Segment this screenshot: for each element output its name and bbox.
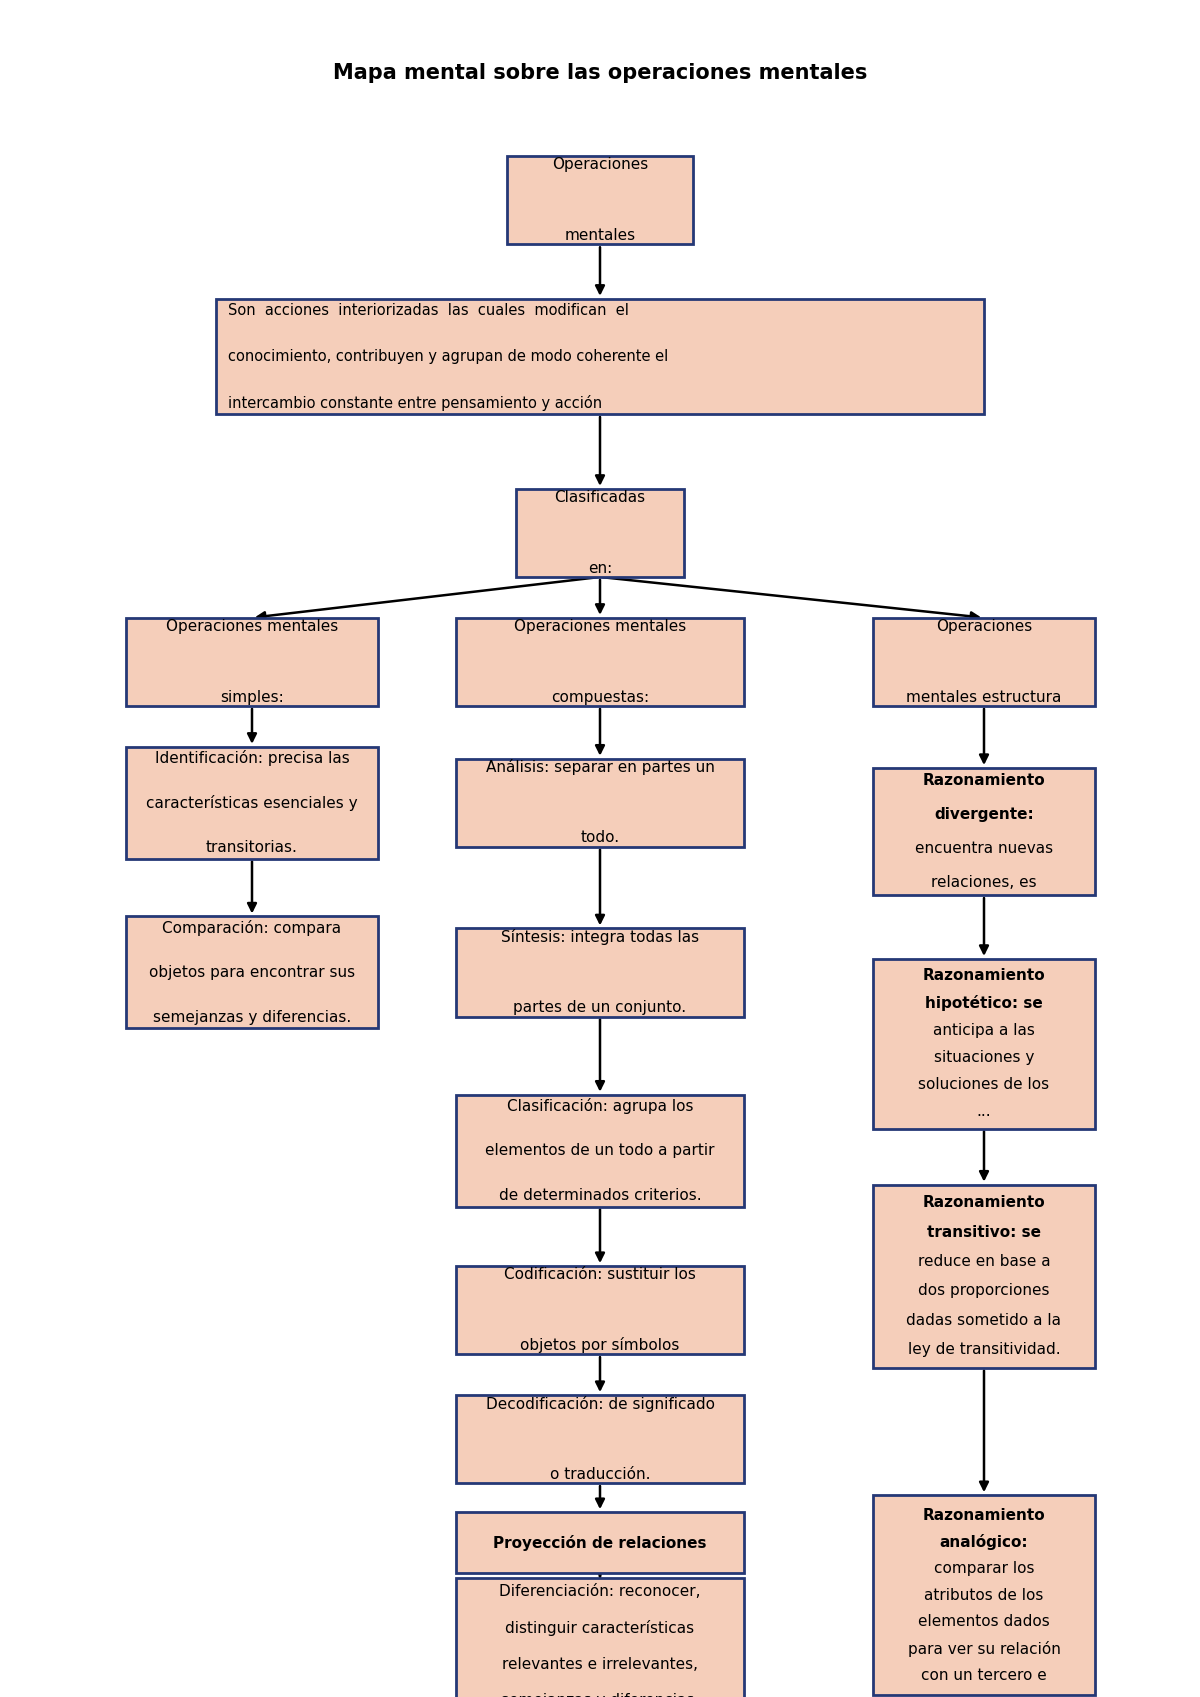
- Text: de determinados criterios.: de determinados criterios.: [499, 1188, 701, 1203]
- FancyBboxPatch shape: [872, 618, 1094, 706]
- FancyBboxPatch shape: [126, 618, 378, 706]
- Text: objetos para encontrar sus: objetos para encontrar sus: [149, 966, 355, 979]
- Text: compuestas:: compuestas:: [551, 689, 649, 704]
- FancyBboxPatch shape: [456, 1266, 744, 1354]
- Text: semejanzas y diferencias.: semejanzas y diferencias.: [500, 1694, 700, 1697]
- Text: Decodificación: de significado: Decodificación: de significado: [486, 1395, 714, 1412]
- Text: ley de transitividad.: ley de transitividad.: [907, 1342, 1061, 1358]
- FancyBboxPatch shape: [872, 767, 1094, 896]
- Text: Operaciones: Operaciones: [936, 619, 1032, 635]
- Text: transitivo: se: transitivo: se: [926, 1225, 1042, 1239]
- Text: elementos de un todo a partir: elementos de un todo a partir: [485, 1144, 715, 1157]
- Text: para ver su relación: para ver su relación: [907, 1641, 1061, 1656]
- FancyBboxPatch shape: [516, 489, 684, 577]
- Text: características esenciales y: características esenciales y: [146, 794, 358, 811]
- Text: Razonamiento: Razonamiento: [923, 774, 1045, 787]
- Text: anticipa a las: anticipa a las: [934, 1023, 1034, 1037]
- Text: encuentra nuevas: encuentra nuevas: [914, 842, 1054, 855]
- FancyBboxPatch shape: [456, 1095, 744, 1207]
- Text: o traducción.: o traducción.: [550, 1466, 650, 1481]
- Text: Clasificadas: Clasificadas: [554, 490, 646, 506]
- Text: situaciones y: situaciones y: [934, 1050, 1034, 1064]
- Text: reduce en base a: reduce en base a: [918, 1254, 1050, 1269]
- Text: mentales estructura: mentales estructura: [906, 689, 1062, 704]
- Text: atributos de los: atributos de los: [924, 1588, 1044, 1602]
- Text: objetos por símbolos: objetos por símbolos: [521, 1337, 679, 1354]
- FancyBboxPatch shape: [872, 1185, 1094, 1368]
- FancyBboxPatch shape: [456, 759, 744, 847]
- FancyBboxPatch shape: [216, 299, 984, 414]
- Text: Operaciones mentales: Operaciones mentales: [514, 619, 686, 635]
- Text: Razonamiento: Razonamiento: [923, 969, 1045, 983]
- FancyBboxPatch shape: [126, 916, 378, 1028]
- Text: Codificación: sustituir los: Codificación: sustituir los: [504, 1268, 696, 1283]
- Text: todo.: todo.: [581, 830, 619, 845]
- Text: intercambio constante entre pensamiento y acción: intercambio constante entre pensamiento …: [228, 394, 602, 411]
- Text: divergente:: divergente:: [934, 808, 1034, 821]
- Text: relevantes e irrelevantes,: relevantes e irrelevantes,: [502, 1656, 698, 1672]
- Text: soluciones de los: soluciones de los: [918, 1078, 1050, 1091]
- Text: dos proporciones: dos proporciones: [918, 1283, 1050, 1298]
- Text: dadas sometido a la: dadas sometido a la: [906, 1313, 1062, 1327]
- FancyBboxPatch shape: [456, 618, 744, 706]
- Text: Operaciones: Operaciones: [552, 158, 648, 173]
- Text: Mapa mental sobre las operaciones mentales: Mapa mental sobre las operaciones mental…: [332, 63, 868, 83]
- Text: partes de un conjunto.: partes de un conjunto.: [514, 1000, 686, 1015]
- Text: hipotético: se: hipotético: se: [925, 994, 1043, 1011]
- Text: ...: ...: [977, 1105, 991, 1118]
- Text: Síntesis: integra todas las: Síntesis: integra todas las: [500, 928, 700, 945]
- Text: Clasificación: agrupa los: Clasificación: agrupa los: [506, 1098, 694, 1113]
- Text: mentales: mentales: [564, 227, 636, 243]
- Text: comparar los: comparar los: [934, 1561, 1034, 1577]
- FancyBboxPatch shape: [508, 156, 694, 244]
- Text: relaciones, es: relaciones, es: [931, 876, 1037, 889]
- Text: Son  acciones  interiorizadas  las  cuales  modifican  el: Son acciones interiorizadas las cuales m…: [228, 302, 629, 317]
- Text: Razonamiento: Razonamiento: [923, 1507, 1045, 1522]
- Text: Comparación: compara: Comparación: compara: [162, 920, 342, 935]
- Text: Razonamiento: Razonamiento: [923, 1195, 1045, 1210]
- Text: Proyección de relaciones: Proyección de relaciones: [493, 1534, 707, 1551]
- Text: elementos dados: elementos dados: [918, 1614, 1050, 1629]
- Text: con un tercero e: con un tercero e: [922, 1668, 1046, 1683]
- Text: Operaciones mentales: Operaciones mentales: [166, 619, 338, 635]
- FancyBboxPatch shape: [456, 1578, 744, 1697]
- FancyBboxPatch shape: [872, 1495, 1094, 1695]
- Text: Identificación: precisa las: Identificación: precisa las: [155, 750, 349, 765]
- Text: simples:: simples:: [220, 689, 284, 704]
- Text: conocimiento, contribuyen y agrupan de modo coherente el: conocimiento, contribuyen y agrupan de m…: [228, 350, 668, 363]
- FancyBboxPatch shape: [872, 959, 1094, 1129]
- FancyBboxPatch shape: [126, 747, 378, 859]
- Text: Análisis: separar en partes un: Análisis: separar en partes un: [486, 759, 714, 776]
- Text: transitorias.: transitorias.: [206, 840, 298, 855]
- Text: Diferenciación: reconocer,: Diferenciación: reconocer,: [499, 1585, 701, 1599]
- Text: analógico:: analógico:: [940, 1534, 1028, 1549]
- Text: distinguir características: distinguir características: [505, 1621, 695, 1636]
- Text: en:: en:: [588, 560, 612, 575]
- Text: semejanzas y diferencias.: semejanzas y diferencias.: [152, 1010, 352, 1025]
- FancyBboxPatch shape: [456, 928, 744, 1017]
- FancyBboxPatch shape: [456, 1395, 744, 1483]
- FancyBboxPatch shape: [456, 1512, 744, 1573]
